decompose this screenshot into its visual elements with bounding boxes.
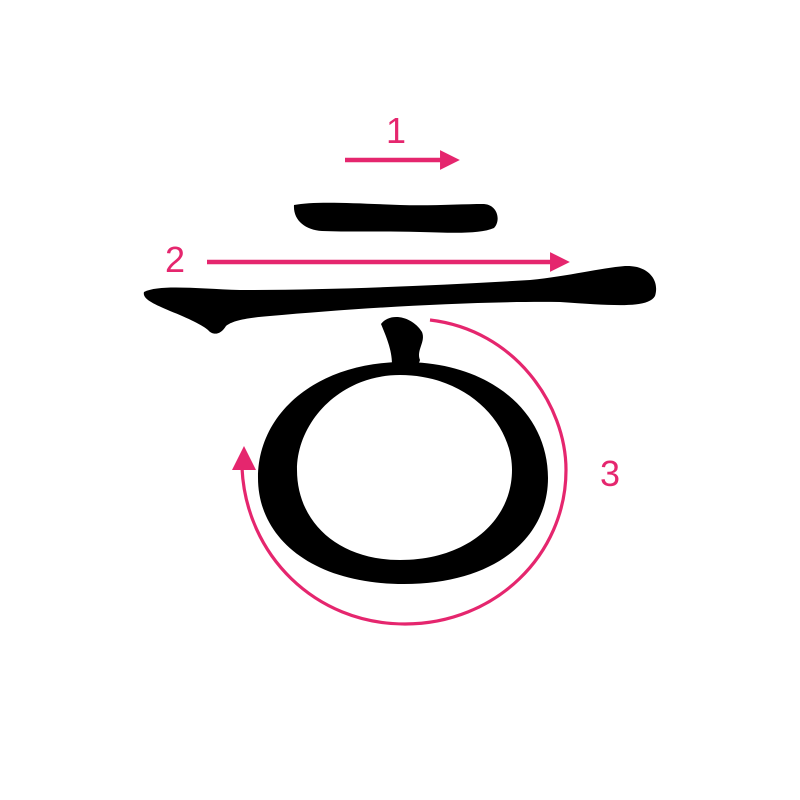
stroke-annotations: 1 2 3 — [165, 110, 620, 626]
stroke-3-arrowhead — [232, 446, 256, 470]
stroke-2-label: 2 — [165, 239, 185, 280]
stroke-3-label: 3 — [600, 453, 620, 494]
hieut-glyph — [143, 202, 657, 584]
glyph-stroke-1 — [293, 202, 498, 233]
stroke-3-arrow — [240, 318, 568, 626]
glyph-stroke-3-ring — [258, 362, 548, 584]
glyph-stroke-3-hook — [381, 317, 423, 368]
glyph-stroke-2 — [143, 265, 657, 334]
stroke-1-label: 1 — [386, 110, 406, 151]
